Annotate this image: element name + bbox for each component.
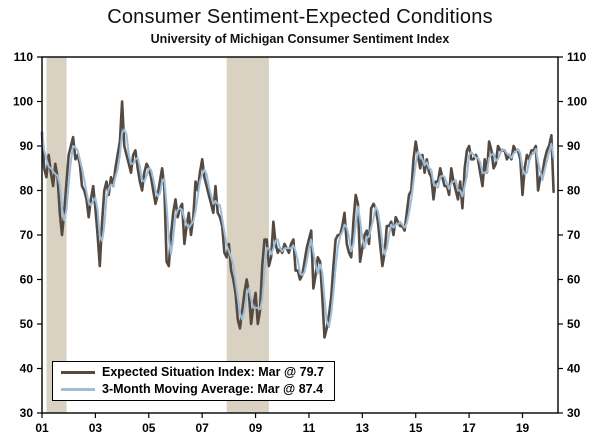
y-tick-label-right: 70 <box>567 228 581 242</box>
legend-row-moving-average: 3-Month Moving Average: Mar @ 87.4 <box>61 382 324 396</box>
y-tick-label-left: 100 <box>13 95 33 109</box>
y-tick-label-left: 80 <box>20 184 34 198</box>
x-tick-label: 09 <box>249 421 263 435</box>
plot-frame <box>41 56 559 414</box>
y-tick-label-right: 30 <box>567 406 581 420</box>
recession-band <box>226 57 269 413</box>
x-tick-label: 19 <box>516 421 530 435</box>
x-tick-label: 11 <box>303 421 316 435</box>
legend-label-expected-index: Expected Situation Index: Mar @ 79.7 <box>102 365 324 379</box>
x-tick-label: 03 <box>89 421 103 435</box>
y-tick-label-left: 60 <box>20 273 34 287</box>
x-tick-label: 01 <box>35 421 49 435</box>
legend: Expected Situation Index: Mar @ 79.7 3-M… <box>52 361 335 401</box>
moving-average-line <box>41 128 555 328</box>
y-tick-label-left: 90 <box>20 139 34 153</box>
y-tick-label-right: 60 <box>567 273 581 287</box>
x-tick-label: 13 <box>356 421 370 435</box>
x-tick-label: 07 <box>195 421 209 435</box>
expected-index-line <box>40 100 555 339</box>
chart-subtitle: University of Michigan Consumer Sentimen… <box>150 32 450 46</box>
y-tick-label-right: 110 <box>567 50 587 64</box>
y-tick-label-left: 50 <box>20 317 34 331</box>
recession-band <box>46 57 67 413</box>
expected-index-line-swatch <box>61 370 95 374</box>
y-tick-label-right: 80 <box>567 184 581 198</box>
x-tick-label: 05 <box>142 421 156 435</box>
y-tick-label-right: 50 <box>567 317 581 331</box>
y-tick-label-left: 30 <box>20 406 34 420</box>
legend-label-moving-average: 3-Month Moving Average: Mar @ 87.4 <box>102 382 324 396</box>
y-tick-label-right: 100 <box>567 95 587 109</box>
moving-average-line-swatch <box>61 387 95 391</box>
x-tick-label: 17 <box>462 421 476 435</box>
y-tick-label-left: 110 <box>14 50 34 64</box>
legend-row-expected-index: Expected Situation Index: Mar @ 79.7 <box>61 365 324 379</box>
y-tick-label-right: 40 <box>567 362 581 376</box>
y-tick-label-right: 90 <box>567 139 581 153</box>
x-tick-label: 15 <box>409 421 423 435</box>
y-tick-label-left: 70 <box>20 228 34 242</box>
y-tick-label-left: 40 <box>20 362 34 376</box>
chart-title: Consumer Sentiment-Expected Conditions <box>107 6 493 28</box>
